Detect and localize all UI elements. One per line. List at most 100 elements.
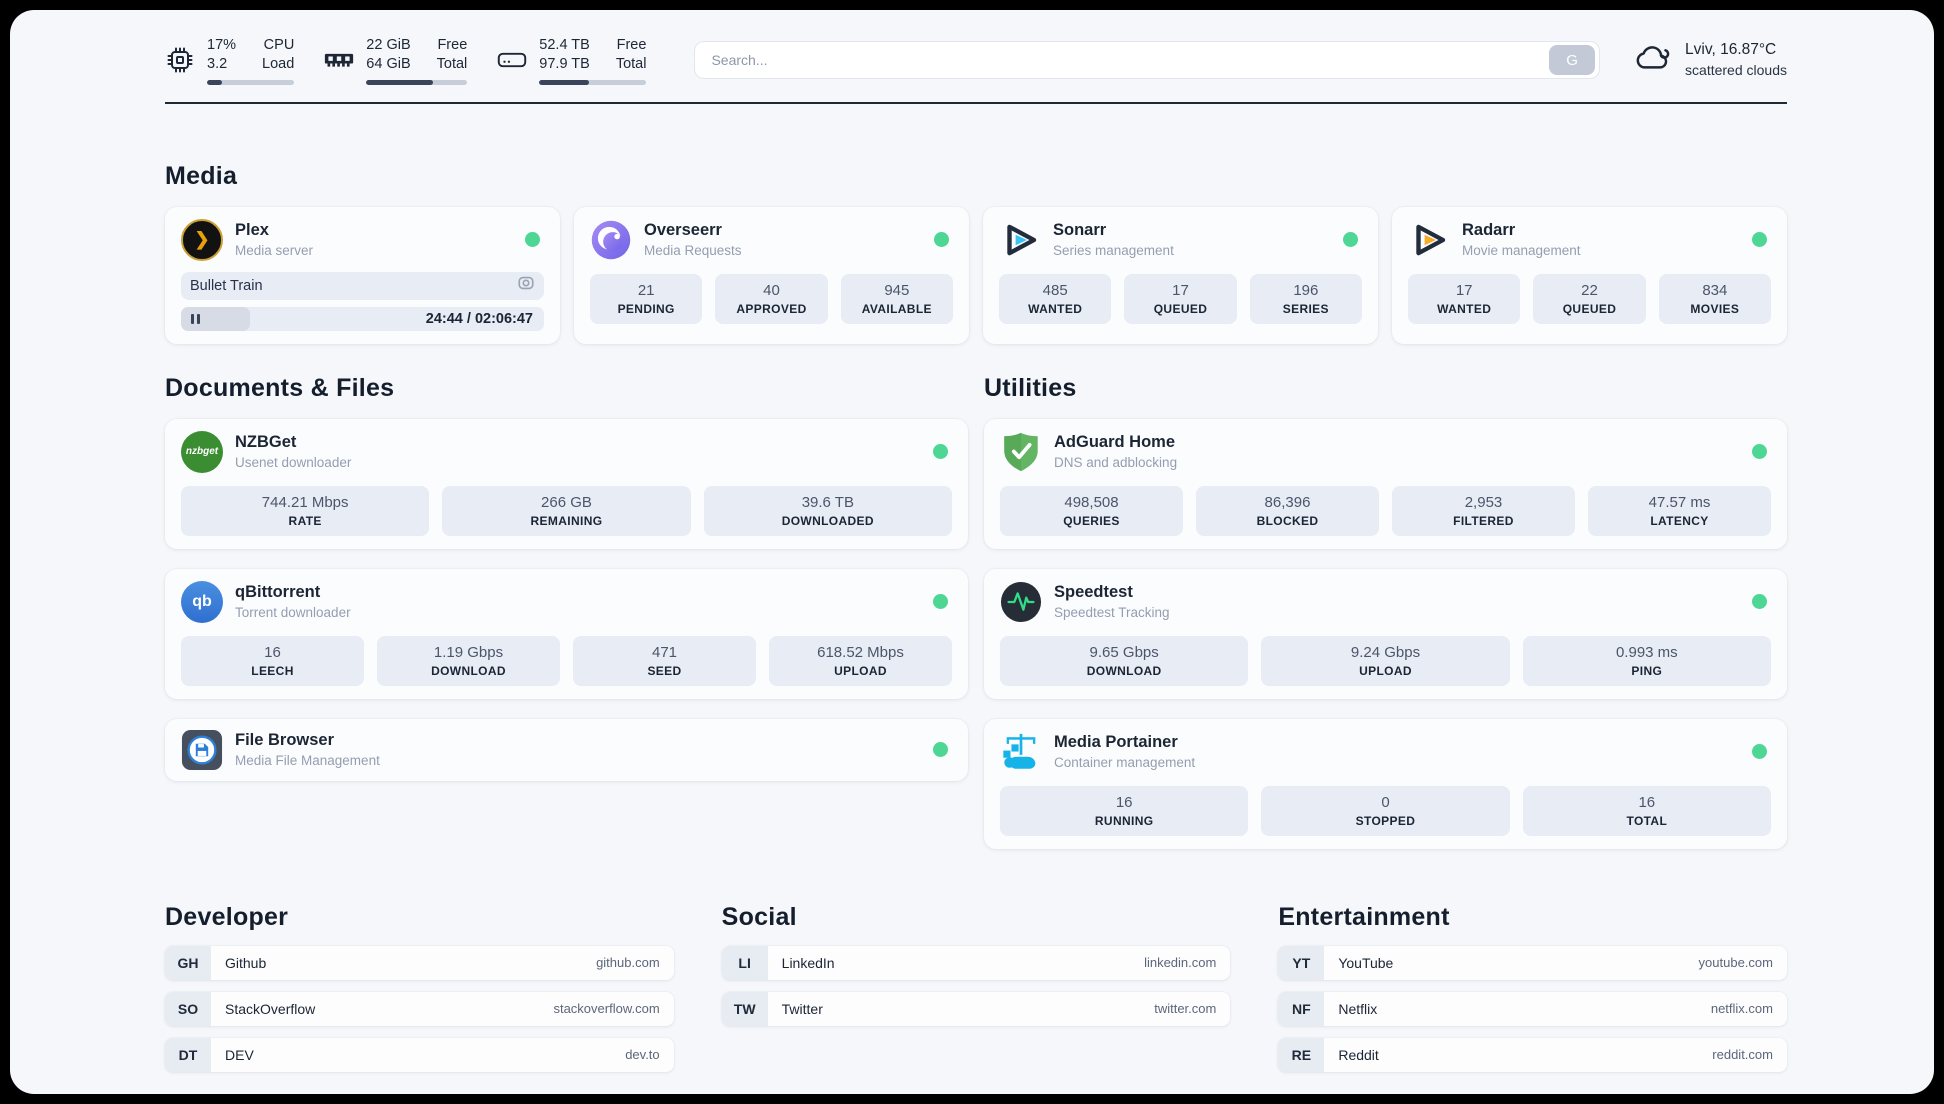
disk-free-value: 52.4 TB (539, 37, 590, 53)
service-name: Plex (235, 221, 269, 240)
card-portainer[interactable]: Media Portainer Container management 16 R… (984, 718, 1787, 849)
portainer-icon (1000, 731, 1042, 773)
link-badge: LI (721, 945, 768, 980)
disk-free-label: Free (616, 37, 647, 53)
status-online-dot (1752, 744, 1767, 760)
link-reddit[interactable]: RE Reddit reddit.com (1278, 1037, 1787, 1072)
social-section: Social LI LinkedIn linkedin.com TW Twitt… (721, 902, 1231, 1072)
link-badge: NF (1278, 991, 1325, 1026)
ram-total-label: Total (436, 55, 468, 72)
stat-upload: 618.52 Mbps UPLOAD (769, 635, 952, 686)
status-online-dot (525, 232, 540, 248)
top-bar: 17% 3.2 CPU Load (165, 36, 1787, 85)
radarr-icon (1408, 219, 1450, 261)
developer-section: Developer GH Github github.com SO StackO… (165, 903, 674, 1072)
plex-icon: ❯ (181, 218, 223, 261)
card-adguard[interactable]: AdGuard Home DNS and adblocking 498,508 Q… (984, 418, 1787, 549)
nzbget-icon: nzbget (181, 430, 223, 473)
status-online-dot (1343, 232, 1358, 248)
disk-progress-bar (539, 79, 647, 85)
service-subtitle: Container management (1054, 754, 1196, 770)
ram-free-value: 22 GiB (366, 37, 411, 53)
link-youtube[interactable]: YT YouTube youtube.com (1278, 945, 1787, 980)
section-heading-developer: Developer (165, 902, 289, 931)
service-subtitle: Media File Management (235, 752, 380, 768)
link-stackoverflow[interactable]: SO StackOverflow stackoverflow.com (165, 991, 674, 1026)
cpu-widget: 17% 3.2 CPU Load (165, 36, 295, 85)
card-filebrowser[interactable]: File Browser Media File Management (165, 718, 968, 781)
disk-widget: 52.4 TB 97.9 TB Free Total (497, 36, 647, 85)
service-name: File Browser (235, 731, 335, 750)
entertainment-section: Entertainment YT YouTube youtube.com NF … (1278, 903, 1787, 1072)
service-subtitle: Usenet downloader (235, 454, 352, 470)
video-icon (517, 274, 535, 297)
weather-location-temp: Lviv, 16.87°C (1685, 41, 1777, 59)
disk-icon (497, 48, 527, 72)
media-grid: ❯ Plex Media server Bullet Train 24:44 (165, 206, 1787, 344)
service-name: Radarr (1462, 221, 1516, 240)
service-subtitle: Media Requests (644, 242, 742, 258)
card-plex[interactable]: ❯ Plex Media server Bullet Train 24:44 (165, 206, 560, 344)
filebrowser-icon (181, 729, 223, 771)
disk-total-label: Total (615, 55, 647, 72)
link-badge: YT (1278, 945, 1325, 980)
card-overseerr[interactable]: Overseerr Media Requests 21 PENDING 40 APP… (574, 206, 969, 344)
service-name: AdGuard Home (1054, 433, 1176, 452)
status-online-dot (933, 742, 948, 758)
section-heading-media: Media (165, 161, 238, 190)
ram-icon (324, 49, 354, 71)
link-netflix[interactable]: NF Netflix netflix.com (1278, 991, 1787, 1026)
stat-queued: 22 QUEUED (1533, 273, 1646, 324)
card-qbittorrent[interactable]: qb qBittorrent Torrent downloader 16 LEEC… (165, 568, 968, 699)
stat-latency: 47.57 ms LATENCY (1588, 485, 1771, 536)
card-sonarr[interactable]: Sonarr Series management 485 WANTED 17 QUE… (983, 206, 1378, 344)
cpu-load-label: Load (262, 55, 295, 72)
overseerr-icon (590, 219, 632, 261)
search-bar: G (694, 41, 1601, 80)
stat-leech: 16 LEECH (181, 635, 364, 686)
stat-approved: 40 APPROVED (715, 273, 828, 324)
stat-queries: 498,508 QUERIES (1000, 485, 1183, 536)
service-name: qBittorrent (235, 583, 321, 602)
search-engine-button[interactable]: G (1549, 45, 1596, 76)
stat-series: 196 SERIES (1249, 273, 1362, 324)
card-radarr[interactable]: Radarr Movie management 17 WANTED 22 QUEUE… (1392, 206, 1787, 344)
stat-seed: 471 SEED (573, 635, 756, 686)
playback-progress-bar: 24:44 / 02:06:47 (181, 306, 544, 331)
card-speedtest[interactable]: Speedtest Speedtest Tracking 9.65 Gbps DO… (984, 568, 1787, 699)
stat-download: 9.65 Gbps DOWNLOAD (1000, 635, 1249, 686)
status-online-dot (933, 444, 948, 460)
stat-downloaded: 39.6 TB DOWNLOADED (703, 485, 952, 536)
utilities-column: Utilities AdGuard Home (984, 374, 1787, 849)
weather-condition: scattered clouds (1685, 62, 1787, 79)
search-input[interactable] (695, 52, 1550, 69)
adguard-icon (1000, 431, 1042, 473)
section-heading-social: Social (721, 902, 797, 931)
weather-widget: Lviv, 16.87°C scattered clouds (1634, 40, 1787, 80)
pause-icon[interactable] (191, 313, 200, 324)
topbar-divider (165, 101, 1787, 104)
card-nzbget[interactable]: nzbget NZBGet Usenet downloader 744.21 M… (165, 418, 968, 549)
service-subtitle: Torrent downloader (235, 604, 351, 620)
service-name: Sonarr (1053, 221, 1107, 240)
service-subtitle: Media server (235, 242, 314, 258)
link-twitter[interactable]: TW Twitter twitter.com (721, 991, 1231, 1026)
now-playing-row: Bullet Train (181, 271, 544, 300)
link-badge: TW (721, 991, 768, 1026)
service-subtitle: Movie management (1462, 242, 1581, 258)
link-github[interactable]: GH Github github.com (165, 945, 674, 980)
status-online-dot (933, 594, 948, 610)
stat-upload: 9.24 Gbps UPLOAD (1261, 635, 1510, 686)
cpu-progress-bar (207, 79, 295, 85)
speedtest-icon (1000, 581, 1042, 623)
link-badge: GH (165, 945, 211, 980)
cpu-icon (165, 45, 195, 75)
cpu-usage-value: 17% (207, 37, 237, 53)
service-subtitle: DNS and adblocking (1054, 454, 1178, 470)
cloud-icon (1634, 43, 1672, 78)
service-name: Overseerr (644, 221, 722, 240)
link-dev[interactable]: DT DEV dev.to (165, 1037, 674, 1072)
service-subtitle: Speedtest Tracking (1054, 604, 1170, 620)
now-playing-title: Bullet Train (190, 277, 263, 294)
link-linkedin[interactable]: LI LinkedIn linkedin.com (721, 945, 1231, 980)
